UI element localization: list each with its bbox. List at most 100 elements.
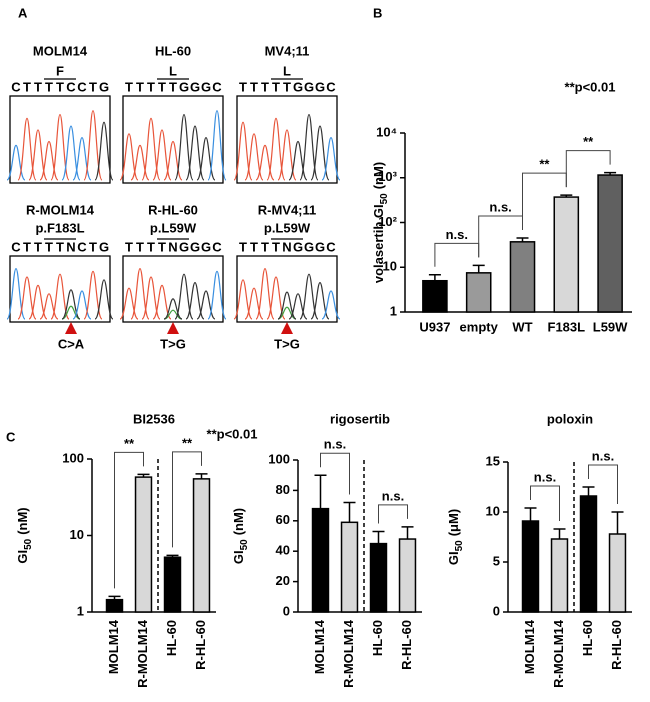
chromatogram-peak xyxy=(50,273,70,320)
base-change: T>G xyxy=(160,336,186,351)
chromatogram-peak xyxy=(50,113,70,181)
error-bar xyxy=(166,554,179,558)
error-bar xyxy=(372,530,385,544)
y-axis-label: GI50 (μM) xyxy=(446,509,464,565)
base-call: T xyxy=(158,79,166,94)
chromatogram-peak xyxy=(94,279,114,320)
chromatogram-peak xyxy=(196,290,216,320)
base-call: C xyxy=(212,79,222,94)
error-bar xyxy=(401,526,414,540)
x-tick-label: HL-60 xyxy=(164,620,179,656)
y-tick-label: 80 xyxy=(276,482,290,497)
chromatogram-peak xyxy=(196,137,216,181)
y-axis-label-part: 50 xyxy=(239,539,250,551)
base-change: C>A xyxy=(58,336,85,351)
bar xyxy=(163,556,182,613)
y-axis-label-part: GI xyxy=(15,550,30,564)
base-call: T xyxy=(45,79,53,94)
chromatogram-box xyxy=(122,255,224,323)
base-call: T xyxy=(239,79,247,94)
annotation: **p<0.01 xyxy=(565,79,616,94)
base-call: G xyxy=(190,79,200,94)
chromatogram-peak xyxy=(266,276,286,320)
mutation-label: p.L59W xyxy=(264,220,311,235)
chromatogram-peak xyxy=(174,273,194,320)
bar xyxy=(509,241,536,313)
y-axis-label-part: 50 xyxy=(23,538,34,550)
base-call: T xyxy=(158,239,166,254)
significance-bracket xyxy=(565,150,611,188)
base-call: T xyxy=(23,239,31,254)
base-call: T xyxy=(261,79,269,94)
chromatogram-peak xyxy=(299,113,319,181)
x-tick-label: R-HL-60 xyxy=(399,620,414,670)
y-axis-label-part: GI xyxy=(446,551,461,565)
base-call: G xyxy=(190,239,200,254)
bar xyxy=(521,520,540,613)
base-call: T xyxy=(125,239,133,254)
error-bar xyxy=(524,507,537,521)
significance-bracket xyxy=(378,504,408,524)
chromatogram-peak xyxy=(83,270,103,320)
x-tick-label: F183L xyxy=(548,319,586,334)
base-call: T xyxy=(272,79,280,94)
base-call: T xyxy=(250,79,258,94)
bar xyxy=(369,542,388,613)
chromatogram-peak xyxy=(321,290,341,320)
x-tick-label: MOLM14 xyxy=(312,619,327,674)
chromatogram-peak xyxy=(321,137,341,181)
chromatogram-peak xyxy=(141,117,161,181)
y-tick-label: 10³ xyxy=(378,169,397,184)
y-tick-label: 10⁴ xyxy=(376,124,397,139)
significance-label: ** xyxy=(182,435,193,450)
y-tick-label: 15 xyxy=(486,453,500,468)
codon-label: L xyxy=(283,63,291,78)
bar xyxy=(134,476,153,613)
significance-label: n.s. xyxy=(382,488,404,503)
panel-label: C xyxy=(6,429,16,444)
error-bar xyxy=(582,486,595,496)
base-call: T xyxy=(56,79,64,94)
sample-name: HL-60 xyxy=(155,43,191,58)
chromatogram-box xyxy=(122,95,224,184)
chromatogram-peak xyxy=(255,144,275,181)
significance-label: n.s. xyxy=(324,437,346,452)
bar xyxy=(608,533,627,613)
significance-label: n.s. xyxy=(592,448,614,463)
base-call: G xyxy=(201,239,211,254)
mutation-arrow xyxy=(167,322,179,334)
chromatogram-peak xyxy=(288,293,308,320)
base-call: T xyxy=(147,79,155,94)
chart-title: poloxin xyxy=(547,411,593,426)
base-call: T xyxy=(250,239,258,254)
bar xyxy=(422,279,448,313)
chromatogram-box xyxy=(9,255,111,323)
codon-label: F xyxy=(56,63,64,78)
y-axis-label-part: (nM) xyxy=(15,507,30,534)
significance-label: ** xyxy=(539,157,550,172)
base-call: C xyxy=(11,239,21,254)
chromatogram-peak xyxy=(130,144,150,181)
y-tick-label: 100 xyxy=(62,450,84,465)
y-axis-label-part: GI xyxy=(231,550,246,564)
base-call: C xyxy=(77,239,87,254)
error-bar xyxy=(472,264,485,273)
significance-label: n.s. xyxy=(489,199,511,214)
annotation: **p<0.01 xyxy=(207,426,258,441)
y-tick-label: 60 xyxy=(276,512,290,527)
y-tick-label: 1 xyxy=(77,603,84,618)
bar xyxy=(192,478,211,613)
chromatogram-peak xyxy=(39,140,59,181)
x-tick-label: U937 xyxy=(419,319,450,334)
x-tick-label: MOLM14 xyxy=(106,619,121,674)
y-axis-label-part: (μM) xyxy=(446,509,461,536)
y-tick-label: 100 xyxy=(268,451,290,466)
chromatogram-peak xyxy=(94,121,114,181)
sample-name: R-MOLM14 xyxy=(26,202,95,217)
chromatogram-peak xyxy=(163,309,183,320)
y-tick-label: 10 xyxy=(383,259,397,274)
x-tick-label: empty xyxy=(460,319,499,334)
error-bar xyxy=(604,171,617,176)
chromatogram-peak xyxy=(6,144,26,181)
chart-title: BI2536 xyxy=(133,411,175,426)
